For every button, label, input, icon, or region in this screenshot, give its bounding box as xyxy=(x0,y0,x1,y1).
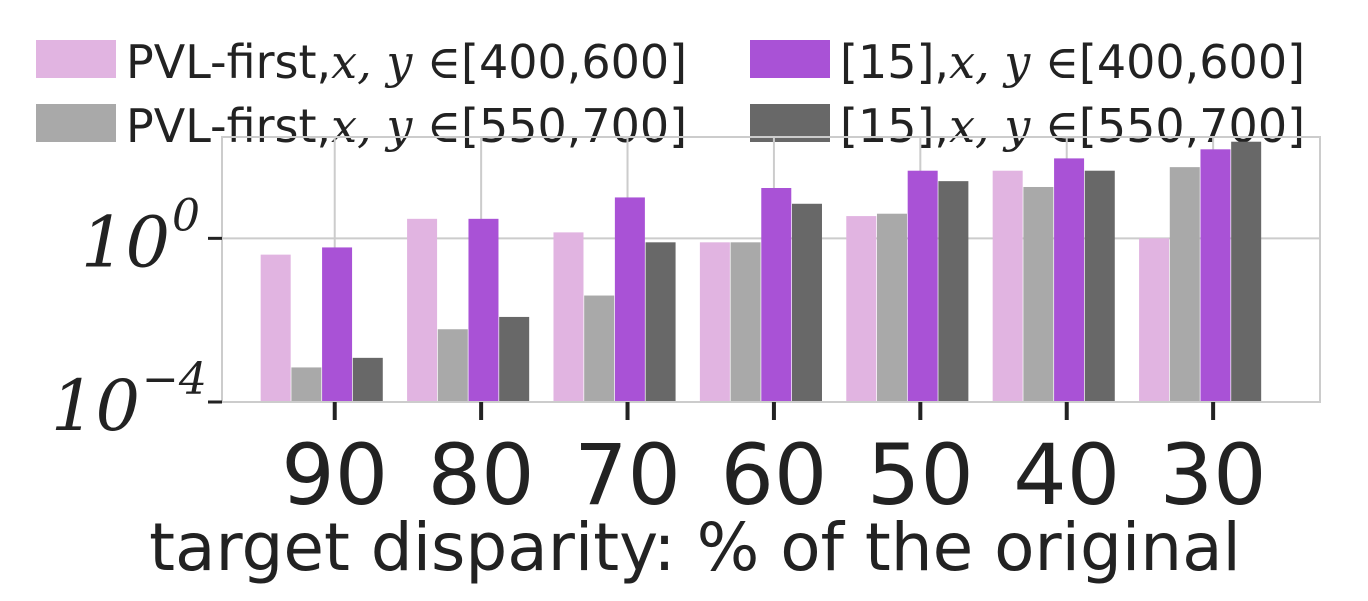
legend-label: [15],x, y ∈[550,700] xyxy=(840,99,1305,153)
x-tick-label: 50 xyxy=(867,426,974,524)
bar xyxy=(1023,186,1054,402)
legend-swatch xyxy=(36,40,116,78)
y-tick-label: 10 xyxy=(81,201,170,283)
legend-swatch xyxy=(750,104,830,142)
bar xyxy=(1054,158,1085,402)
y-tick-label: 10 xyxy=(51,365,140,447)
y-tick-exponent: 0 xyxy=(172,190,200,241)
bar xyxy=(992,170,1023,402)
bar xyxy=(1084,170,1115,402)
bar xyxy=(584,295,615,402)
legend: PVL-first,x, y ∈[400,600] [15],x, y ∈[400… xyxy=(36,35,1305,153)
bar xyxy=(876,213,907,402)
bar xyxy=(614,197,645,402)
x-tick-label: 40 xyxy=(1013,426,1120,524)
bar xyxy=(938,181,969,402)
axes-frame xyxy=(221,136,1321,403)
bar xyxy=(468,218,499,402)
bar xyxy=(553,232,584,402)
bar xyxy=(499,316,530,402)
y-tick-exponent: −4 xyxy=(142,354,207,405)
bar xyxy=(352,357,383,402)
legend-label: PVL-first,x, y ∈[550,700] xyxy=(126,99,687,153)
bar xyxy=(1139,238,1170,402)
bar xyxy=(322,247,353,402)
bar xyxy=(291,367,322,402)
bar xyxy=(907,170,938,402)
bar xyxy=(645,242,676,402)
bar xyxy=(846,216,877,402)
bar xyxy=(699,242,730,402)
x-tick-label: 30 xyxy=(1160,426,1267,524)
x-tick-label: 60 xyxy=(720,426,827,524)
legend-label: [15],x, y ∈[400,600] xyxy=(840,35,1305,89)
legend-label: PVL-first,x, y ∈[400,600] xyxy=(126,35,687,89)
x-tick-label: 80 xyxy=(428,426,535,524)
bar xyxy=(730,242,761,402)
x-tick-label: 90 xyxy=(281,426,388,524)
x-axis-label: target disparity: % of the original xyxy=(149,509,1241,586)
bar xyxy=(761,188,792,402)
bar xyxy=(1200,149,1231,402)
bar xyxy=(791,203,822,402)
legend-swatch xyxy=(750,40,830,78)
legend-swatch xyxy=(36,104,116,142)
bar xyxy=(1169,167,1200,402)
bar xyxy=(260,254,291,402)
bar xyxy=(1231,141,1262,402)
bar xyxy=(437,329,468,402)
x-tick-label: 70 xyxy=(574,426,681,524)
bar xyxy=(407,218,438,402)
